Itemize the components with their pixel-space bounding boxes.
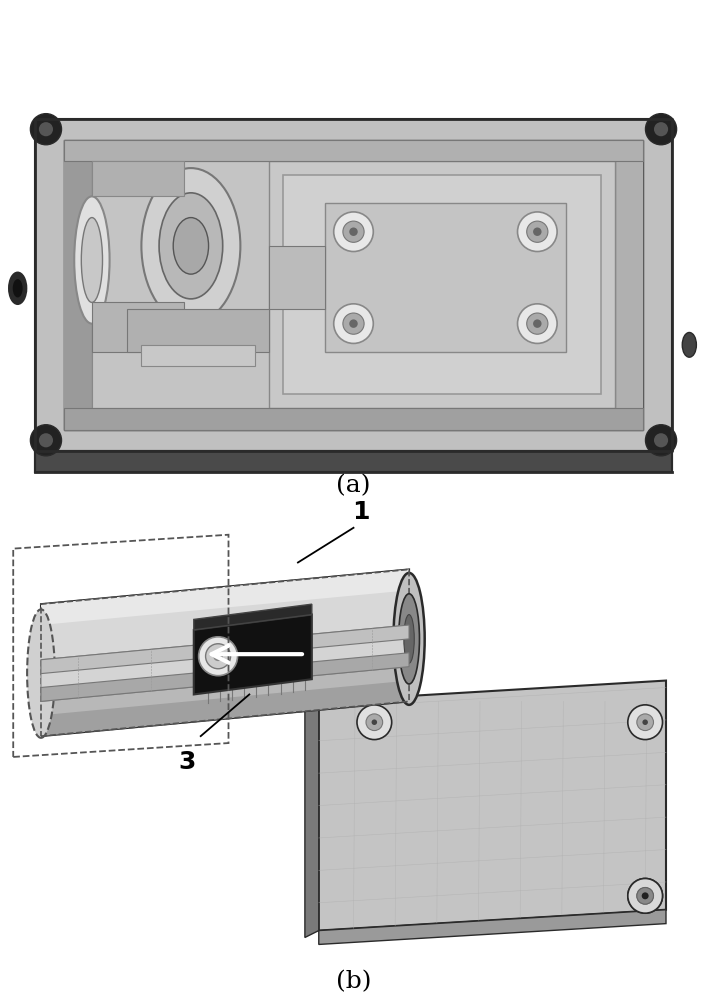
Polygon shape [41,625,409,701]
Circle shape [654,433,668,447]
Circle shape [637,888,653,904]
Polygon shape [305,701,319,938]
Circle shape [654,122,668,136]
Polygon shape [35,119,672,451]
Circle shape [533,319,542,328]
Circle shape [527,313,548,334]
Circle shape [349,319,358,328]
Circle shape [637,888,653,904]
Circle shape [199,637,238,676]
Polygon shape [64,140,92,430]
Circle shape [349,227,358,236]
Circle shape [30,425,62,456]
Ellipse shape [173,218,209,274]
Circle shape [643,719,648,725]
Circle shape [30,114,62,145]
Circle shape [628,705,662,740]
Ellipse shape [399,594,419,684]
Polygon shape [269,246,325,309]
Polygon shape [41,625,409,674]
Circle shape [214,651,223,661]
Ellipse shape [74,196,110,324]
Ellipse shape [81,218,103,302]
Circle shape [643,893,648,899]
Circle shape [334,304,373,343]
Circle shape [645,114,677,145]
Text: (a): (a) [337,474,370,497]
Polygon shape [92,302,184,352]
Circle shape [39,433,53,447]
Circle shape [372,719,377,725]
Circle shape [637,714,653,731]
Polygon shape [64,140,643,430]
Text: 3: 3 [178,750,196,774]
Polygon shape [305,639,409,701]
Polygon shape [194,615,312,694]
Circle shape [642,892,648,899]
Polygon shape [194,604,312,630]
Polygon shape [92,161,297,408]
Polygon shape [41,639,409,736]
Circle shape [533,227,542,236]
Polygon shape [64,408,643,430]
Polygon shape [41,569,409,625]
Circle shape [518,304,557,343]
Circle shape [343,313,364,334]
Polygon shape [305,688,409,708]
Circle shape [39,122,53,136]
Ellipse shape [393,573,425,705]
Polygon shape [41,653,409,701]
Polygon shape [64,408,643,430]
Ellipse shape [404,615,414,663]
Polygon shape [41,569,409,674]
Circle shape [628,878,662,913]
Circle shape [357,705,392,740]
Text: (b): (b) [336,970,371,993]
Circle shape [334,212,373,252]
Polygon shape [269,161,615,408]
Polygon shape [35,451,672,472]
Ellipse shape [682,332,696,357]
Circle shape [366,714,382,731]
Polygon shape [283,175,601,394]
Polygon shape [41,681,409,736]
Polygon shape [325,203,566,352]
Ellipse shape [159,193,223,299]
Circle shape [628,878,662,913]
Ellipse shape [141,168,240,324]
Polygon shape [92,161,615,408]
Polygon shape [64,140,643,161]
Polygon shape [64,140,643,161]
Polygon shape [319,681,666,931]
Polygon shape [319,910,666,944]
Polygon shape [615,140,643,430]
Polygon shape [141,345,255,366]
Ellipse shape [13,279,23,297]
Circle shape [343,221,364,242]
Circle shape [645,425,677,456]
Circle shape [527,221,548,242]
Polygon shape [127,309,269,352]
Circle shape [518,212,557,252]
Circle shape [206,644,230,669]
Ellipse shape [8,272,27,304]
Ellipse shape [27,609,55,738]
Polygon shape [92,161,184,196]
Text: 1: 1 [351,500,369,524]
